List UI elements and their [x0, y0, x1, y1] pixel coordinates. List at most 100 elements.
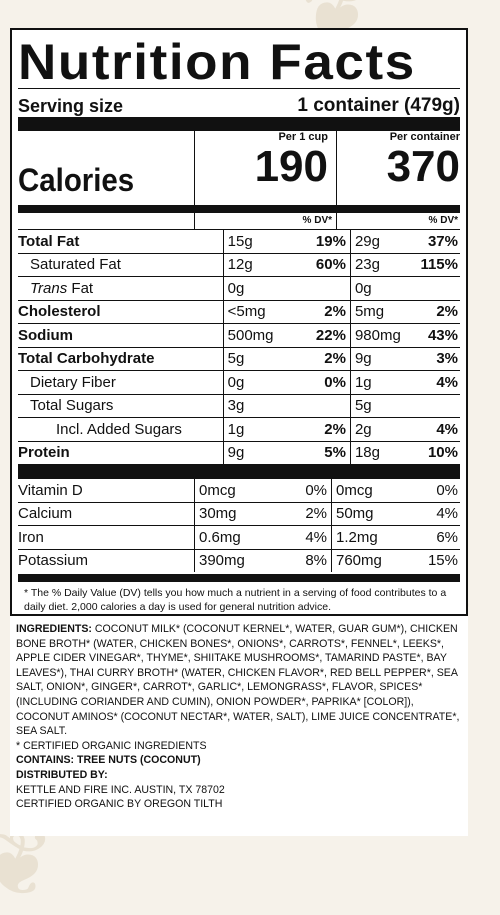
nutrient-row: Cholesterol <5mg 2% 5mg 2% — [18, 299, 460, 324]
distributor-address: KETTLE AND FIRE INC. AUSTIN, TX 78702 — [16, 783, 225, 796]
amount-per-cup: 3g — [222, 393, 294, 418]
nutrient-name: Vitamin D — [18, 478, 195, 502]
amount-per-cup: 0.6mg — [194, 525, 269, 549]
distributed-by-heading: DISTRIBUTED BY: — [16, 768, 108, 781]
amount-per-cup: <5mg — [222, 299, 294, 324]
nutrient-name: Cholesterol — [18, 299, 224, 324]
nutrient-name: Total Fat — [18, 229, 224, 253]
ingredients-paragraph: INGREDIENTS: COCONUT MILK* (COCONUT KERN… — [16, 622, 464, 739]
vitamins-table: Vitamin D 0mcg 0% 0mcg 0% Calcium 30mg 2% 50mg 4%… — [18, 478, 460, 572]
nutrient-row: Total Fat 15g 19% 29g 37% — [18, 229, 460, 253]
amount-per-container: 5g — [349, 393, 421, 418]
medium-divider — [18, 574, 460, 582]
per-container-header: Per container — [389, 131, 460, 143]
amount-per-cup: 15g — [222, 229, 294, 253]
nutrient-row: Protein 9g 5% 18g 10% — [18, 440, 460, 464]
organic-note: * CERTIFIED ORGANIC INGREDIENTS — [16, 739, 207, 752]
dv-per-cup: 5% — [293, 440, 351, 464]
thick-divider — [18, 117, 460, 131]
amount-per-cup: 12g — [222, 252, 294, 277]
ingredients-heading: INGREDIENTS: — [16, 623, 92, 635]
nutrient-name: Iron — [18, 525, 195, 549]
amount-per-container: 760mg — [331, 548, 406, 572]
nutrient-name: Incl. Added Sugars — [18, 417, 224, 441]
per-cup-header: Per 1 cup — [278, 131, 328, 143]
nutrient-row: Saturated Fat 12g 60% 23g 115% — [18, 252, 460, 277]
dv-per-container: 4% — [420, 370, 460, 394]
dv-per-container: 43% — [420, 323, 460, 347]
amount-per-cup: 0g — [222, 370, 294, 394]
dv-per-cup — [293, 276, 351, 300]
dv-per-cup: 2% — [293, 346, 351, 371]
dv-per-container: 37% — [420, 229, 460, 253]
nutrient-name: Dietary Fiber — [18, 370, 224, 394]
calories-per-container: Per container 370 — [340, 131, 460, 189]
label-title: Nutrition Facts — [18, 34, 416, 90]
dv-per-container: 3% — [420, 346, 460, 371]
nutrient-name: Potassium — [18, 548, 195, 572]
nutrition-facts-label: Nutrition Facts Serving size 1 container… — [10, 28, 468, 616]
dv-header-row: % DV* % DV* — [18, 213, 460, 229]
nutrient-row: Incl. Added Sugars 1g 2% 2g 4% — [18, 417, 460, 441]
calories-row: Calories Per 1 cup 190 Per container 370 — [18, 131, 460, 205]
amount-per-container: 9g — [349, 346, 421, 371]
nutrient-row: Sodium 500mg 22% 980mg 43% — [18, 323, 460, 347]
dv-per-container — [420, 393, 460, 418]
dv-per-cup: 19% — [293, 229, 351, 253]
amount-per-container: 29g — [349, 229, 421, 253]
organic-certifier: CERTIFIED ORGANIC BY OREGON TILTH — [16, 798, 223, 811]
nutrient-row: Total Carbohydrate 5g 2% 9g 3% — [18, 346, 460, 371]
dv-per-container: 4% — [420, 417, 460, 441]
amount-per-container: 50mg — [331, 501, 406, 526]
dv-per-cup: 8% — [269, 548, 332, 572]
ingredients-block: INGREDIENTS: COCONUT MILK* (COCONUT KERN… — [16, 622, 464, 812]
dv-per-container: 15% — [406, 548, 460, 572]
dv-per-cup: 60% — [293, 252, 351, 277]
nutrient-row: Iron 0.6mg 4% 1.2mg 6% — [18, 525, 460, 549]
dv-per-container: 115% — [420, 252, 460, 277]
dv-per-cup: 2% — [293, 417, 351, 441]
per-cup-calories: 190 — [254, 142, 328, 191]
thick-divider — [18, 464, 460, 478]
nutrient-name: Trans Fat — [18, 276, 224, 300]
nutrient-row: Calcium 30mg 2% 50mg 4% — [18, 501, 460, 526]
amount-per-cup: 0g — [222, 276, 294, 300]
serving-size-value: 1 container (479g) — [297, 95, 460, 116]
nutrient-row: Potassium 390mg 8% 760mg 15% — [18, 548, 460, 572]
allergen-statement: CONTAINS: TREE NUTS (COCONUT) — [16, 754, 201, 767]
nutrient-row: Trans Fat 0g 0g — [18, 276, 460, 300]
dv-per-cup — [293, 393, 351, 418]
nutrient-row: Vitamin D 0mcg 0% 0mcg 0% — [18, 478, 460, 502]
dv-per-container: 10% — [420, 440, 460, 464]
amount-per-container: 2g — [349, 417, 421, 441]
dv-per-container: 0% — [406, 478, 460, 502]
nutrient-row: Dietary Fiber 0g 0% 1g 4% — [18, 370, 460, 394]
dv-per-container: 6% — [406, 525, 460, 549]
amount-per-cup: 30mg — [194, 501, 269, 526]
medium-divider — [18, 205, 460, 213]
dv-per-cup: 4% — [269, 525, 332, 549]
dv-per-container: 4% — [406, 501, 460, 526]
dv-per-cup: 0% — [293, 370, 351, 394]
amount-per-cup: 390mg — [194, 548, 269, 572]
nutrients-table: Total Fat 15g 19% 29g 37% Saturated Fat 12g 60%… — [18, 229, 460, 464]
nutrient-name: Sodium — [18, 323, 224, 347]
amount-per-container: 0mcg — [331, 478, 406, 502]
dv-header-cup: % DV* — [302, 215, 332, 226]
amount-per-container: 18g — [349, 440, 421, 464]
serving-size-label: Serving size — [18, 96, 124, 116]
amount-per-cup: 5g — [222, 346, 294, 371]
dv-per-cup: 2% — [293, 299, 351, 324]
ingredients-text: COCONUT MILK* (COCONUT KERNEL*, WATER, G… — [16, 623, 460, 738]
amount-per-container: 1g — [349, 370, 421, 394]
dv-per-cup: 22% — [293, 323, 351, 347]
dv-per-container — [420, 276, 460, 300]
amount-per-container: 23g — [349, 252, 421, 277]
dv-per-cup: 2% — [269, 501, 332, 526]
dv-per-cup: 0% — [269, 478, 332, 502]
amount-per-container: 5mg — [349, 299, 421, 324]
amount-per-cup: 500mg — [222, 323, 294, 347]
nutrient-row: Total Sugars 3g 5g — [18, 393, 460, 418]
dv-header-container: % DV* — [428, 215, 458, 226]
amount-per-container: 1.2mg — [331, 525, 406, 549]
